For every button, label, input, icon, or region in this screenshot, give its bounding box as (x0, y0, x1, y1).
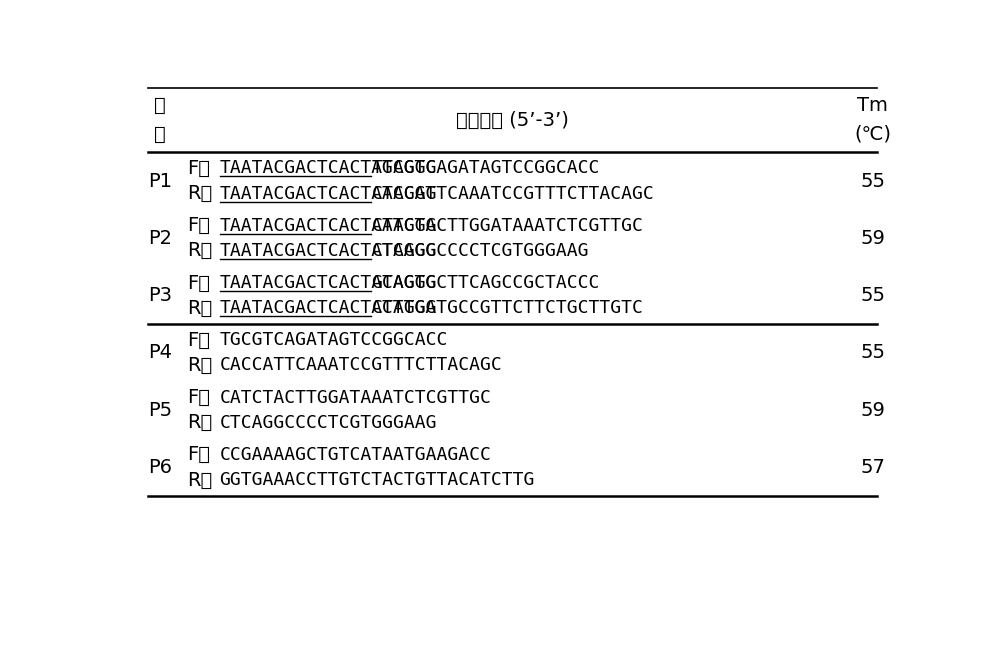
Text: 59: 59 (860, 400, 885, 420)
Text: R：: R： (187, 299, 212, 318)
Text: CTCAGGCCCCTCGTGGGAAG: CTCAGGCCCCTCGTGGGAAG (220, 414, 437, 432)
Text: R：: R： (187, 413, 212, 432)
Text: GCAGTGCTTCAGCCGCTACCC: GCAGTGCTTCAGCCGCTACCC (371, 274, 600, 292)
Text: R：: R： (187, 241, 212, 260)
Text: CACCATTCAAATCCGTTTCTTACAGC: CACCATTCAAATCCGTTTCTTACAGC (371, 184, 654, 203)
Text: F：: F： (187, 274, 210, 292)
Text: TAATACGACTCACTATAGGG: TAATACGACTCACTATAGGG (220, 217, 437, 235)
Text: CATCTACTTGGATAAATCTCGTTGC: CATCTACTTGGATAAATCTCGTTGC (371, 217, 643, 235)
Text: 基: 基 (154, 96, 166, 115)
Text: F：: F： (187, 388, 210, 407)
Text: P6: P6 (148, 458, 172, 477)
Text: CACCATTCAAATCCGTTTCTTACAGC: CACCATTCAAATCCGTTTCTTACAGC (220, 356, 502, 375)
Text: F：: F： (187, 159, 210, 178)
Text: CTCAGGCCCCTCGTGGGAAG: CTCAGGCCCCTCGTGGGAAG (371, 242, 589, 260)
Text: R：: R： (187, 470, 212, 490)
Text: R：: R： (187, 184, 212, 203)
Text: TAATACGACTCACTATAGGG: TAATACGACTCACTATAGGG (220, 274, 437, 292)
Text: GGTGAAACCTTGTCTACTGTTACATCTTG: GGTGAAACCTTGTCTACTGTTACATCTTG (220, 471, 535, 489)
Text: TAATACGACTCACTATAGGG: TAATACGACTCACTATAGGG (220, 242, 437, 260)
Text: P2: P2 (148, 229, 172, 248)
Text: P1: P1 (148, 171, 172, 190)
Text: TAATACGACTCACTATAGGG: TAATACGACTCACTATAGGG (220, 299, 437, 317)
Text: Tm: Tm (857, 96, 888, 115)
Text: P5: P5 (148, 400, 172, 420)
Text: CATCTACTTGGATAAATCTCGTTGC: CATCTACTTGGATAAATCTCGTTGC (220, 389, 491, 406)
Text: R：: R： (187, 356, 212, 375)
Text: TAATACGACTCACTATAGGG: TAATACGACTCACTATAGGG (220, 159, 437, 177)
Text: 59: 59 (860, 229, 885, 248)
Text: TGCGTCAGATAGTCCGGCACC: TGCGTCAGATAGTCCGGCACC (371, 159, 600, 177)
Text: CCTTGATGCCGTTCTTCTGCTTGTC: CCTTGATGCCGTTCTTCTGCTTGTC (371, 299, 643, 317)
Text: 55: 55 (860, 171, 885, 190)
Text: F：: F： (187, 331, 210, 350)
Text: 因: 因 (154, 125, 166, 144)
Text: F：: F： (187, 216, 210, 236)
Text: (℃): (℃) (854, 125, 891, 144)
Text: TAATACGACTCACTATAGGG: TAATACGACTCACTATAGGG (220, 184, 437, 203)
Text: TGCGTCAGATAGTCCGGCACC: TGCGTCAGATAGTCCGGCACC (220, 331, 448, 349)
Text: P4: P4 (148, 344, 172, 362)
Text: F：: F： (187, 445, 210, 465)
Text: 引物序列 (5’-3’): 引物序列 (5’-3’) (456, 111, 569, 129)
Text: 57: 57 (860, 458, 885, 477)
Text: P3: P3 (148, 286, 172, 305)
Text: 55: 55 (860, 344, 885, 362)
Text: 55: 55 (860, 286, 885, 305)
Text: CCGAAAAGCTGTCATAATGAAGACC: CCGAAAAGCTGTCATAATGAAGACC (220, 446, 491, 464)
